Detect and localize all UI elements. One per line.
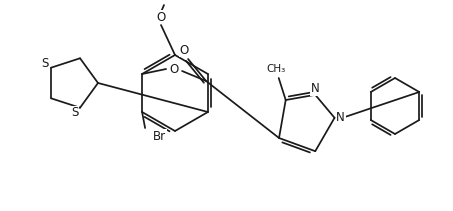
Text: Br: Br bbox=[153, 130, 166, 142]
Text: CH₃: CH₃ bbox=[266, 64, 285, 74]
Text: S: S bbox=[71, 106, 79, 119]
Text: O: O bbox=[169, 62, 179, 76]
Text: N: N bbox=[336, 111, 345, 124]
Text: O: O bbox=[179, 43, 189, 57]
Text: S: S bbox=[41, 57, 48, 70]
Text: O: O bbox=[156, 11, 166, 23]
Text: N: N bbox=[311, 82, 320, 95]
